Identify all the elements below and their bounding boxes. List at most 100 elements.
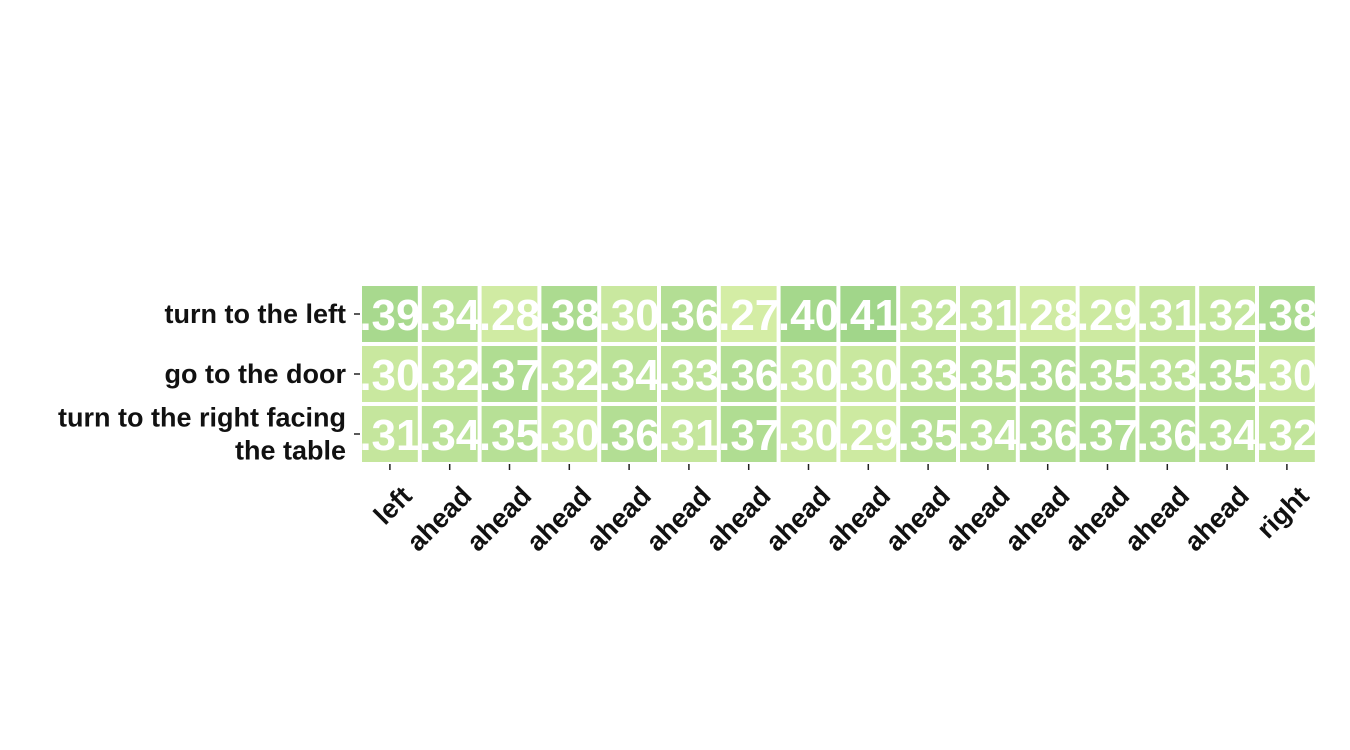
- heatmap-cell-r2-c13: [1139, 406, 1196, 462]
- heatmap-cell-label-r0-c9: .32: [898, 291, 959, 340]
- heatmap-cell-r2-c0: [362, 406, 418, 462]
- heatmap-cell-r0-c9: [900, 286, 956, 342]
- x-tick-label-10: ahead: [939, 481, 1015, 557]
- heatmap-cell-r2-c15: [1259, 406, 1315, 462]
- heatmap-cell-r2-c1: [421, 406, 478, 462]
- heatmap-cell-r2-c2: [481, 406, 538, 462]
- heatmap-cell-r2-c3: [541, 406, 598, 462]
- heatmap-cell-label-r2-c3: .30: [539, 411, 600, 460]
- heatmap-cell-r1-c13: [1139, 346, 1196, 402]
- heatmap-cell-label-r2-c6: .37: [718, 411, 779, 460]
- heatmap-cell-r0-c5: [661, 286, 717, 342]
- heatmap-cell-label-r1-c13: .33: [1137, 351, 1198, 400]
- heatmap-cell-label-r2-c5: .31: [658, 411, 719, 460]
- heatmap-cell-r0-c3: [541, 286, 598, 342]
- x-tick-label-11: ahead: [999, 481, 1075, 557]
- x-axis: leftaheadaheadaheadaheadaheadaheadaheada…: [368, 464, 1315, 557]
- heatmap-cell-label-r2-c14: .34: [1197, 411, 1259, 460]
- heatmap-cell-label-r1-c7: .30: [778, 351, 839, 400]
- heatmap-cell-label-r0-c13: .31: [1137, 291, 1198, 340]
- heatmap-cell-label-r2-c2: .35: [479, 411, 540, 460]
- heatmap-cell-r0-c6: [720, 286, 777, 342]
- heatmap-cell-r0-c2: [481, 286, 538, 342]
- heatmap-cell-r0-c12: [1079, 286, 1136, 342]
- heatmap-cells: .39.34.28.38.30.36.27.40.41.32.31.28.29.…: [359, 286, 1317, 462]
- heatmap-cell-label-r1-c6: .36: [718, 351, 779, 400]
- x-tick-label-0: left: [368, 481, 418, 531]
- heatmap-cell-r0-c15: [1259, 286, 1315, 342]
- heatmap-cell-r1-c10: [960, 346, 1016, 402]
- heatmap-cell-r1-c12: [1079, 346, 1136, 402]
- heatmap-cell-label-r1-c1: .32: [419, 351, 480, 400]
- heatmap-cell-label-r2-c12: .37: [1077, 411, 1138, 460]
- heatmap-cell-r0-c8: [840, 286, 897, 342]
- x-tick-label-12: ahead: [1059, 481, 1135, 557]
- x-tick-label-8: ahead: [820, 481, 896, 557]
- heatmap-cell-r2-c12: [1079, 406, 1136, 462]
- heatmap-cell-r1-c5: [661, 346, 717, 402]
- heatmap-cell-r2-c9: [900, 406, 956, 462]
- heatmap-cell-label-r2-c4: .36: [599, 411, 660, 460]
- x-tick-label-6: ahead: [700, 481, 776, 557]
- heatmap-cell-r1-c3: [541, 346, 598, 402]
- heatmap-cell-label-r2-c1: .34: [419, 411, 481, 460]
- x-tick-label-5: ahead: [640, 481, 716, 557]
- heatmap-cell-r2-c6: [720, 406, 777, 462]
- heatmap-cell-label-r1-c11: .36: [1017, 351, 1078, 400]
- heatmap-cell-r1-c7: [780, 346, 837, 402]
- heatmap-cell-r1-c6: [720, 346, 777, 402]
- heatmap-cell-label-r0-c0: .39: [359, 291, 420, 340]
- heatmap-cell-r0-c4: [601, 286, 657, 342]
- heatmap-cell-label-r1-c9: .33: [898, 351, 959, 400]
- y-tick-label-2: turn to the right facing the table: [58, 403, 346, 466]
- y-tick-label-0: turn to the left: [165, 299, 346, 329]
- x-tick-label-7: ahead: [760, 481, 836, 557]
- x-tick-label-15: right: [1251, 481, 1315, 545]
- heatmap-cell-r1-c11: [1019, 346, 1076, 402]
- heatmap-cell-r1-c14: [1199, 346, 1255, 402]
- heatmap-cell-label-r0-c7: .40: [778, 291, 839, 340]
- y-tick-label-1: go to the door: [165, 359, 347, 389]
- heatmap-cell-label-r1-c15: .30: [1256, 351, 1317, 400]
- heatmap-cell-r1-c8: [840, 346, 897, 402]
- heatmap-cell-label-r1-c14: .35: [1197, 351, 1258, 400]
- heatmap-cell-label-r1-c2: .37: [479, 351, 540, 400]
- heatmap-cell-label-r1-c4: .34: [599, 351, 661, 400]
- heatmap-cell-label-r0-c11: .28: [1017, 291, 1078, 340]
- x-tick-label-14: ahead: [1179, 481, 1255, 557]
- heatmap-cell-r0-c11: [1019, 286, 1076, 342]
- heatmap-cell-r2-c5: [661, 406, 717, 462]
- heatmap-cell-label-r2-c11: .36: [1017, 411, 1078, 460]
- heatmap-cell-label-r1-c3: .32: [539, 351, 600, 400]
- heatmap-cell-label-r2-c15: .32: [1256, 411, 1317, 460]
- heatmap-cell-r1-c1: [421, 346, 478, 402]
- heatmap-cell-r1-c4: [601, 346, 657, 402]
- heatmap-cell-r0-c14: [1199, 286, 1255, 342]
- heatmap-cell-label-r0-c1: .34: [419, 291, 481, 340]
- heatmap-cell-r0-c0: [362, 286, 418, 342]
- heatmap-cell-r1-c0: [362, 346, 418, 402]
- heatmap-cell-label-r2-c9: .35: [898, 411, 959, 460]
- x-tick-label-9: ahead: [880, 481, 956, 557]
- heatmap-cell-r0-c13: [1139, 286, 1196, 342]
- heatmap-cell-r0-c7: [780, 286, 837, 342]
- x-tick-label-1: ahead: [401, 481, 477, 557]
- heatmap-cell-label-r0-c14: .32: [1197, 291, 1258, 340]
- heatmap-cell-label-r1-c12: .35: [1077, 351, 1138, 400]
- heatmap-cell-r2-c8: [840, 406, 897, 462]
- heatmap-cell-label-r0-c2: .28: [479, 291, 540, 340]
- x-tick-label-13: ahead: [1119, 481, 1195, 557]
- heatmap-cell-r2-c7: [780, 406, 837, 462]
- x-tick-label-2: ahead: [461, 481, 537, 557]
- heatmap-cell-r2-c14: [1199, 406, 1255, 462]
- heatmap-cell-r1-c15: [1259, 346, 1315, 402]
- heatmap-cell-r2-c11: [1019, 406, 1076, 462]
- heatmap-cell-label-r0-c12: .29: [1077, 291, 1138, 340]
- heatmap-cell-label-r1-c5: .33: [658, 351, 719, 400]
- heatmap-cell-label-r0-c4: .30: [599, 291, 660, 340]
- heatmap-cell-label-r1-c0: .30: [359, 351, 420, 400]
- heatmap-cell-label-r1-c8: .30: [838, 351, 899, 400]
- heatmap-cell-label-r0-c8: .41: [838, 291, 899, 340]
- x-tick-label-4: ahead: [581, 481, 657, 557]
